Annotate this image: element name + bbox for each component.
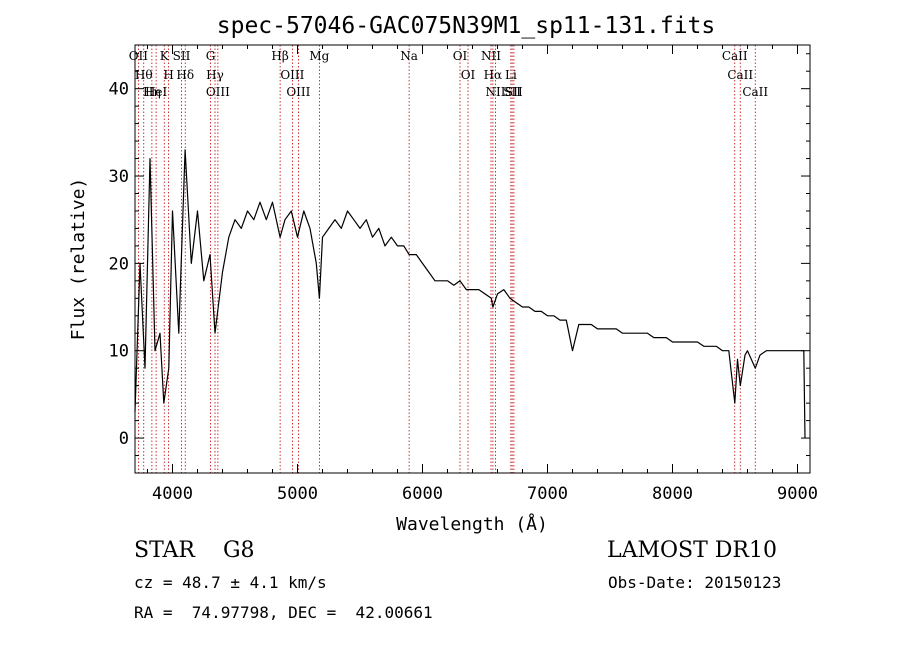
plot-frame <box>134 44 811 474</box>
series-line-0 <box>134 149 806 439</box>
line-label-3: HeI <box>145 85 168 99</box>
axis-ticks: 4000 5000 6000 7000 8000 9000 0 10 20 30 40 <box>109 45 818 504</box>
line-label-11: Hβ <box>271 49 288 63</box>
y-tick-label-1: 10 <box>109 342 129 362</box>
line-label-21: Li <box>505 68 517 82</box>
line-label-12: OIII <box>280 68 304 82</box>
line-label-24: CaII <box>722 49 748 63</box>
spectrum-series <box>134 149 806 439</box>
line-label-14: Mg <box>309 49 329 63</box>
line-label-6: SII <box>173 49 191 63</box>
line-label-23: SII <box>505 85 523 99</box>
x-tick-label-2: 6000 <box>402 484 443 504</box>
line-label-8: G <box>206 49 216 63</box>
x-tick-label-1: 5000 <box>277 484 318 504</box>
line-label-0: OII <box>129 49 149 63</box>
survey-name: LAMOST DR10 <box>607 538 777 563</box>
line-label-15: Na <box>400 49 418 63</box>
y-tick-label-4: 40 <box>109 80 129 100</box>
y-tick-label-3: 30 <box>109 167 129 187</box>
line-label-1: Hθ <box>135 68 153 82</box>
y-axis-label: Flux (relative) <box>68 178 89 341</box>
line-label-4: K <box>160 49 170 63</box>
x-tick-label-0: 4000 <box>152 484 193 504</box>
observation-date: Obs-Date: 20150123 <box>608 573 782 592</box>
chart-title: spec-57046-GAC075N39M1_sp11-131.fits <box>217 13 716 39</box>
line-label-18: NII <box>481 49 501 63</box>
y-tick-label-0: 0 <box>119 429 129 449</box>
line-label-13: OIII <box>286 85 310 99</box>
y-tick-label-2: 20 <box>109 254 129 274</box>
line-label-26: CaII <box>742 85 768 99</box>
spectral-line-markers <box>137 45 756 473</box>
line-label-10: OIII <box>206 85 230 99</box>
coordinates: RA = 74.97798, DEC = 42.00661 <box>134 603 433 622</box>
line-label-19: Hα <box>484 68 503 82</box>
line-label-20: NII <box>486 85 506 99</box>
object-class: STAR G8 <box>134 538 255 563</box>
line-label-2: Hη <box>143 85 161 99</box>
x-tick-label-3: 7000 <box>527 484 568 504</box>
line-label-22: SII <box>503 85 521 99</box>
line-label-25: CaII <box>727 68 753 82</box>
line-label-5: H <box>163 68 173 82</box>
redshift-velocity: cz = 48.7 ± 4.1 km/s <box>134 573 327 592</box>
line-label-7: Hδ <box>176 68 194 82</box>
line-label-9: Hγ <box>206 68 224 82</box>
line-label-17: OI <box>461 68 476 82</box>
line-label-16: OI <box>453 49 468 63</box>
x-tick-label-4: 8000 <box>652 484 693 504</box>
x-axis-label: Wavelength (Å) <box>396 513 548 535</box>
x-tick-label-5: 9000 <box>777 484 818 504</box>
